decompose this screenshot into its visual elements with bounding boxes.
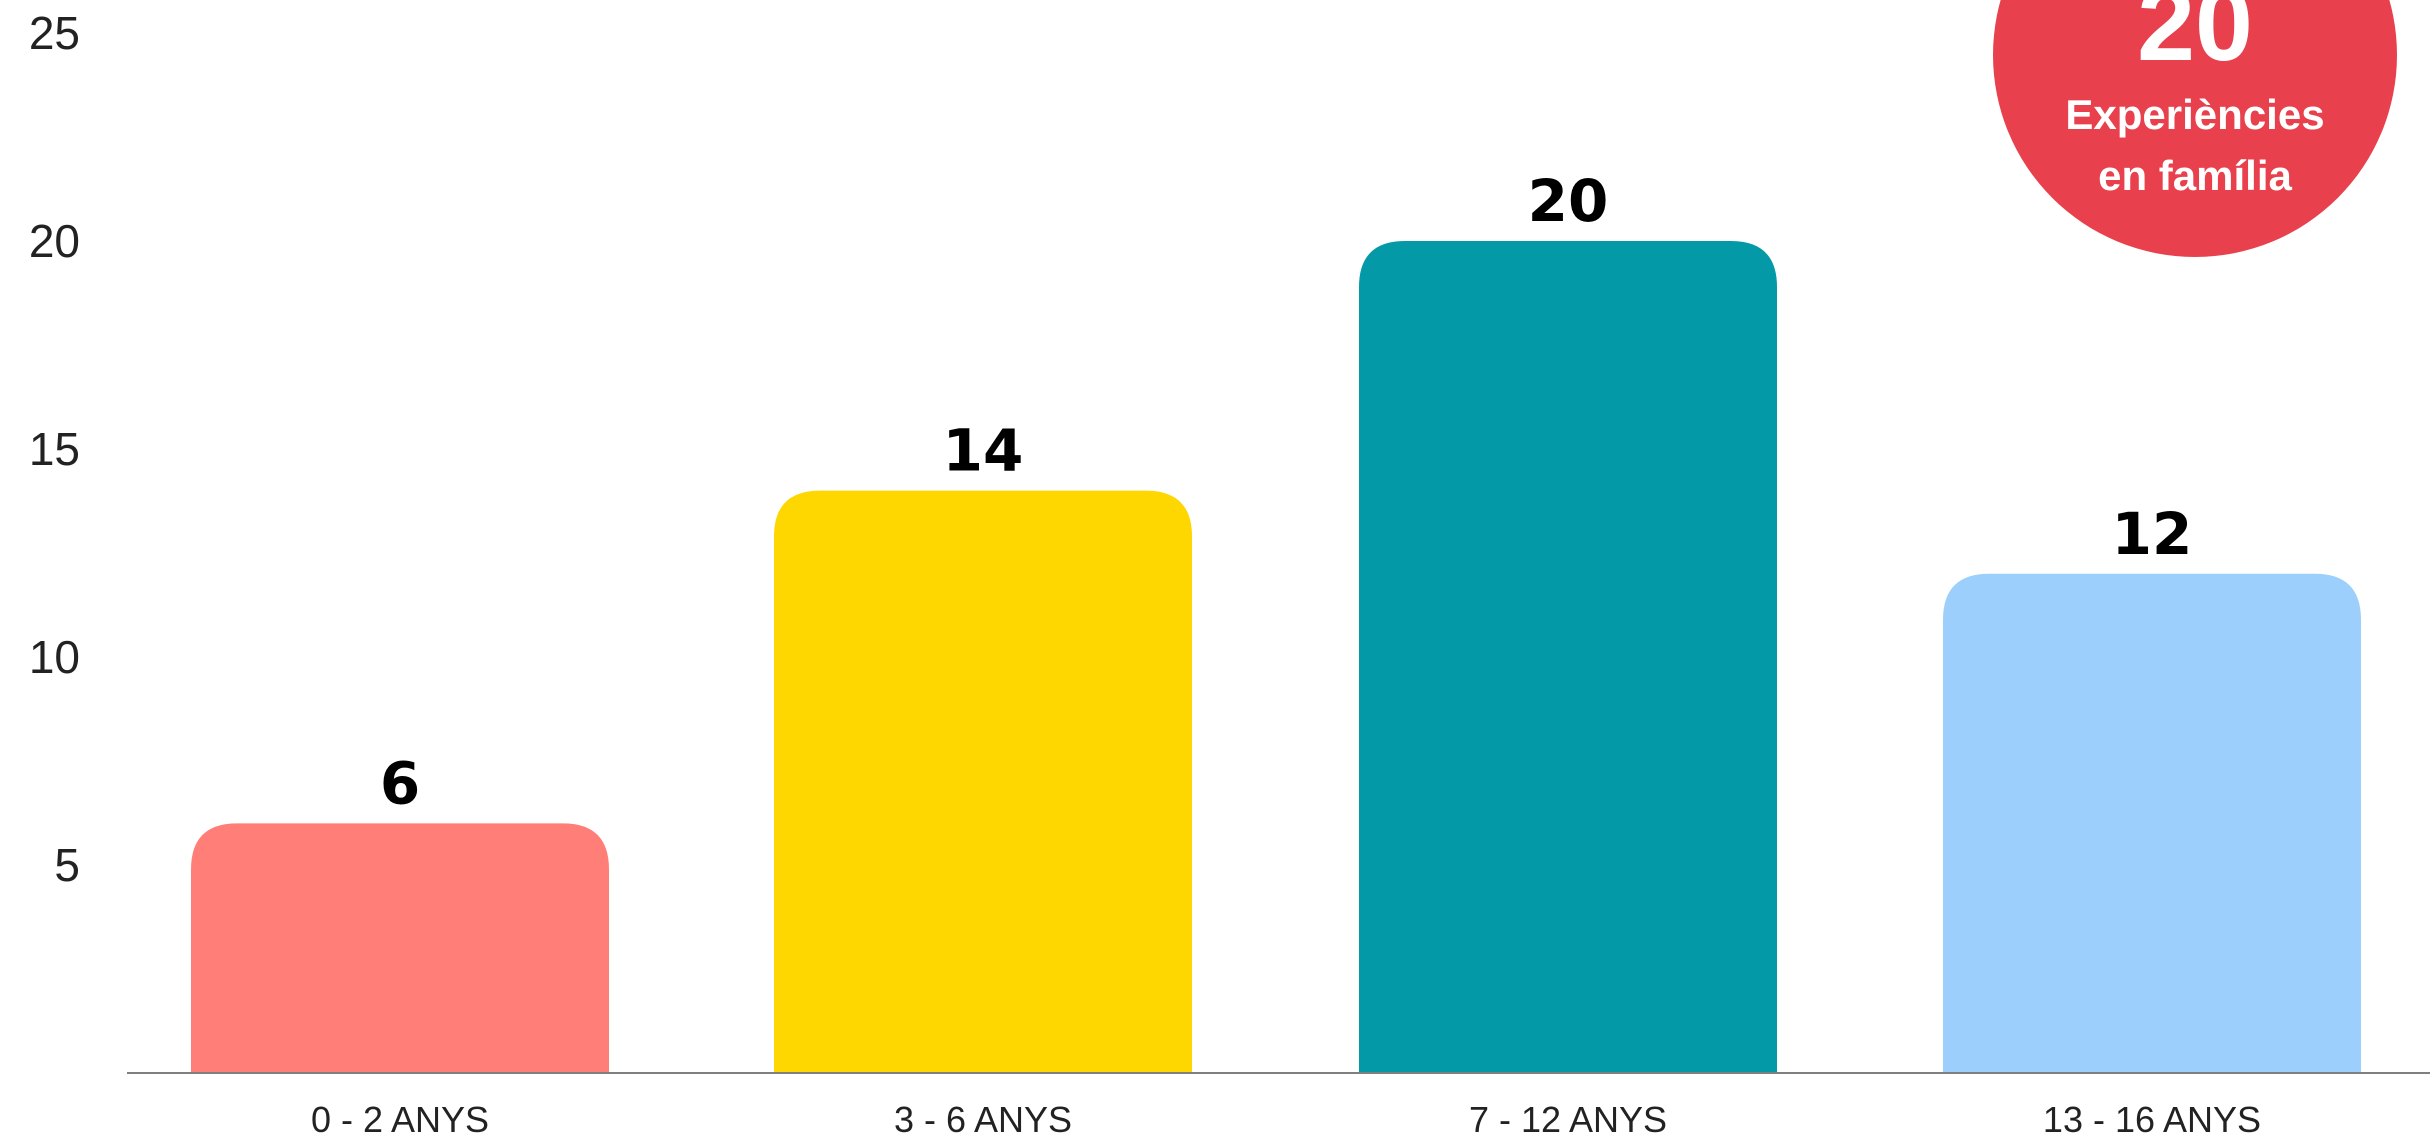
- x-axis-ticks: 0 - 2 ANYS 3 - 6 ANYS 7 - 12 ANYS 13 - 16 A…: [311, 1099, 2261, 1138]
- y-tick-label: 20: [29, 215, 80, 267]
- y-tick-label: 25: [29, 7, 80, 59]
- bar-value-label: 20: [1528, 167, 1609, 235]
- bar-value-label: 14: [943, 417, 1024, 485]
- bars-group: [191, 241, 2361, 1074]
- bar-value-labels: 6 14 20 12: [380, 167, 2193, 817]
- bar: [1943, 573, 2361, 1073]
- x-tick-label: 3 - 6 ANYS: [894, 1099, 1072, 1138]
- badge-number: 20: [2137, 0, 2253, 83]
- y-tick-label: 10: [29, 631, 80, 683]
- bar-value-label: 12: [2112, 500, 2193, 568]
- x-tick-label: 0 - 2 ANYS: [311, 1099, 489, 1138]
- bar: [191, 823, 609, 1073]
- bar: [1359, 241, 1777, 1073]
- x-tick-label: 13 - 16 ANYS: [2043, 1099, 2261, 1138]
- bar: [774, 490, 1192, 1074]
- x-tick-label: 7 - 12 ANYS: [1469, 1099, 1667, 1138]
- y-tick-label: 15: [29, 423, 80, 475]
- y-tick-label: 5: [54, 839, 80, 891]
- badge-caption-line-1: Experiències: [2065, 91, 2325, 138]
- bar-value-label: 6: [380, 749, 420, 817]
- badge-caption-line-2: en família: [2098, 152, 2292, 199]
- y-axis-ticks: 5 10 15 20 25: [29, 7, 80, 891]
